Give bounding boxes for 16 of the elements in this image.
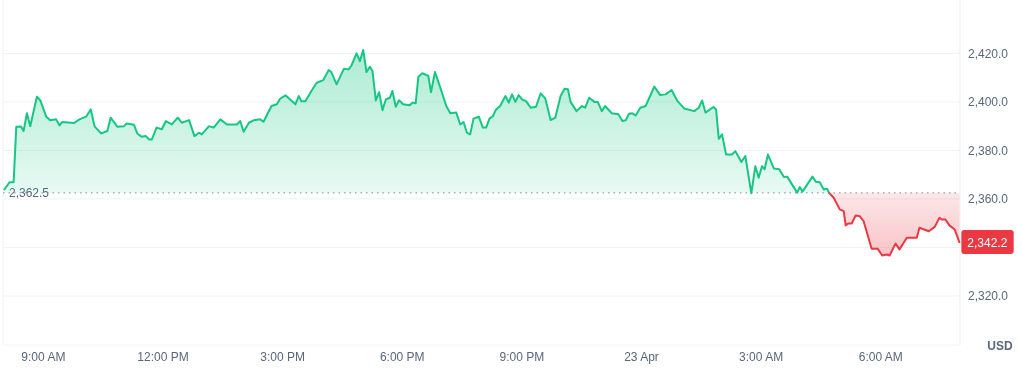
- y-tick-label: 2,380.0: [968, 143, 1009, 158]
- x-tick-label: 6:00 PM: [379, 350, 425, 365]
- x-tick-label: 6:00 AM: [858, 350, 903, 365]
- y-tick-label: 2,320.0: [968, 289, 1009, 304]
- x-tick-label: 23 Apr: [624, 350, 659, 365]
- y-tick-label: 2,400.0: [968, 95, 1009, 110]
- x-tick-label: 9:00 PM: [499, 350, 545, 365]
- y-tick-label: 2,420.0: [968, 46, 1009, 61]
- x-tick-label: 3:00 PM: [260, 350, 305, 365]
- x-tick-label: 12:00 PM: [137, 350, 189, 365]
- y-tick-label: 2,360.0: [968, 192, 1009, 207]
- x-tick-label: 3:00 AM: [739, 350, 784, 365]
- y-axis-title: USD: [987, 338, 1013, 353]
- ref-line-label: 2,362.5: [9, 186, 50, 201]
- x-tick-label: 9:00 AM: [21, 350, 66, 365]
- annotation: 2,342.2: [967, 235, 1008, 250]
